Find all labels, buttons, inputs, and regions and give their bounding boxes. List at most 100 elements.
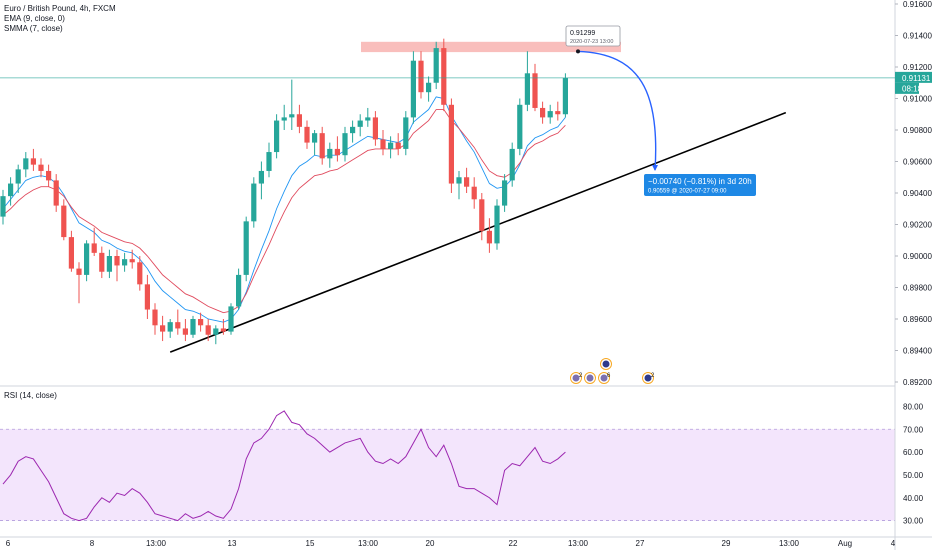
rsi-tick-label: 80.00 [903, 402, 924, 411]
projection-arrow[interactable] [576, 49, 658, 171]
time-tick-label: 15 [306, 539, 315, 548]
candle-down [532, 73, 538, 108]
rsi-tick-label: 50.00 [903, 471, 924, 480]
candle-up [213, 328, 219, 335]
high-callout-price: 0.91299 [570, 30, 595, 37]
candle-down [372, 117, 378, 140]
candle-down [61, 205, 67, 238]
legend-symbol[interactable]: Euro / British Pound, 4h, FXCM [4, 4, 116, 13]
rsi-legend: RSI (14, close) [4, 391, 57, 401]
candle-up [502, 180, 508, 206]
candle-up [84, 243, 90, 275]
time-tick-label: Aug [838, 539, 852, 548]
price-tick-label: 0.90000 [903, 252, 932, 261]
candle-down [198, 319, 204, 326]
projection-callout-main: −0.00740 (−0.81%) in 3d 20h [648, 177, 752, 186]
candle-up [410, 60, 416, 118]
rsi-tick-label: 60.00 [903, 448, 924, 457]
candle-down [304, 126, 310, 143]
candle-up [388, 142, 394, 149]
trend-line[interactable] [169, 111, 787, 353]
candle-down [152, 309, 158, 326]
countdown-label: 08:18 [902, 84, 923, 93]
legend-ema[interactable]: EMA (9, close, 0) [4, 14, 65, 23]
rsi-line [2, 410, 566, 522]
candle-down [540, 107, 546, 118]
rsi-band [0, 428, 895, 521]
legend: Euro / British Pound, 4h, FXCM EMA (9, c… [4, 4, 116, 34]
candle-up [274, 120, 280, 153]
time-tick-label: 13:00 [146, 539, 167, 548]
event-badge-count: 2 [651, 373, 655, 379]
rsi-axis[interactable]: 30.00 40.00 50.00 60.00 70.00 80.00 [903, 402, 924, 525]
time-tick-label: 4 [891, 539, 896, 548]
time-tick-label: 13:00 [779, 539, 800, 548]
projection-curve [577, 50, 657, 171]
high-callout-box [565, 25, 621, 47]
candle-down [486, 230, 492, 244]
time-tick-label: 6 [6, 539, 11, 548]
event-flag-icon [644, 374, 652, 382]
smma-path [2, 109, 566, 314]
time-tick-label: 8 [90, 539, 95, 548]
price-tick-label: 0.91400 [903, 32, 932, 41]
event-flag-icon [586, 374, 594, 382]
price-axis[interactable]: 0.89200 0.89400 0.89600 0.89800 0.90000 0.902… [895, 0, 932, 387]
candle-up [524, 73, 530, 105]
legend-rsi[interactable]: RSI (14, close) [4, 391, 57, 400]
candle-up [342, 133, 348, 156]
candle-down [144, 284, 150, 310]
candle-up [289, 114, 295, 118]
candle-up [426, 82, 432, 93]
time-tick-label: 20 [426, 539, 435, 548]
candle-down [160, 325, 166, 332]
candle-up [509, 148, 515, 181]
projection-arrowhead [652, 165, 658, 171]
time-axis[interactable]: 6 8 13:00 13 15 13:00 20 22 13:00 27 29 13:00 Aug 4 [6, 539, 896, 548]
price-tick-label: 0.91200 [903, 63, 932, 72]
time-tick-label: 13 [228, 539, 237, 548]
candle-up [106, 256, 112, 272]
projection-callout-sub: 0.90559 @ 2020-07-27 09:00 [648, 189, 727, 195]
candle-up [281, 117, 287, 121]
price-tick-label: 0.90400 [903, 189, 932, 198]
candle-up [547, 111, 553, 118]
candle-up [228, 306, 234, 332]
candle-up [266, 152, 272, 171]
resistance-zone[interactable] [361, 41, 621, 53]
last-price-badge [895, 71, 932, 83]
time-tick-label: 13:00 [568, 539, 589, 548]
time-tick-label: 27 [636, 539, 645, 548]
candle-down [99, 252, 105, 272]
candle-up [350, 126, 356, 134]
ema-path [2, 96, 566, 323]
candle-up [251, 183, 257, 222]
legend-smma[interactable]: SMMA (7, close) [4, 24, 63, 33]
projection-anchor [576, 49, 580, 54]
candle-down [91, 243, 97, 253]
event-flag-icon [602, 360, 610, 368]
candle-up [357, 120, 363, 127]
candle-up [243, 221, 249, 275]
candle-up [8, 183, 14, 197]
candle-down [76, 268, 82, 275]
candle-down [555, 111, 561, 115]
candles [0, 38, 568, 345]
candle-down [182, 328, 188, 335]
price-tick-label: 0.91600 [903, 0, 932, 9]
candle-down [334, 148, 340, 156]
candle-up [517, 104, 523, 149]
countdown-badge [895, 82, 919, 94]
price-tick-label: 0.91000 [903, 95, 932, 104]
event-badges[interactable]: 2 6 2 [570, 358, 656, 384]
candle-up [23, 158, 29, 170]
candle-up [433, 48, 439, 83]
candle-down [129, 259, 135, 263]
resistance-rect [361, 41, 621, 53]
event-badge-count: 2 [579, 373, 583, 379]
price-tick-label: 0.90800 [903, 126, 932, 135]
candle-down [296, 114, 302, 127]
candle-down [448, 104, 454, 184]
